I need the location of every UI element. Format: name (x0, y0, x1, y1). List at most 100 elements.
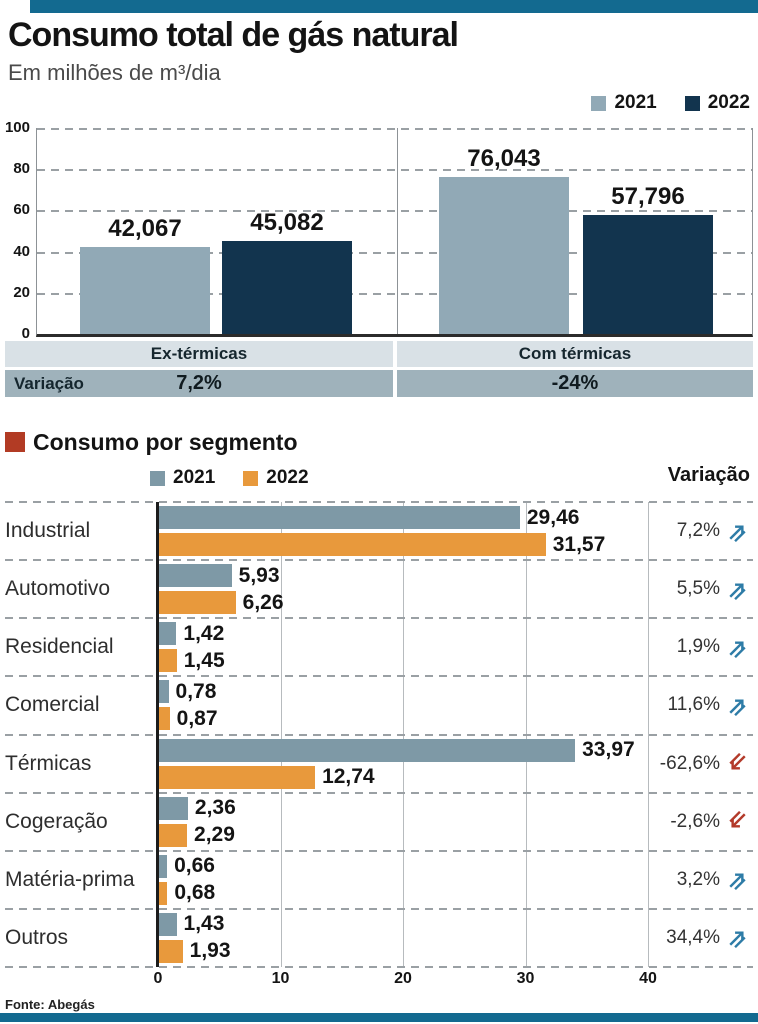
legend-label: 2022 (266, 467, 309, 488)
chart2-legend: 2021 2022 (150, 467, 309, 489)
legend-swatch-2021 (591, 95, 607, 111)
bar-value-label: 76,043 (467, 145, 541, 173)
legend-item-2022: 2022 (243, 467, 309, 489)
variation-value: -24% (551, 372, 599, 394)
axis-tick-label: 20 (13, 283, 30, 301)
chart-row: Outros 1,43 1,93 34,4% (0, 909, 758, 968)
axis-tick-label: 30 (516, 970, 535, 987)
chart1-legend: 2021 2022 (591, 92, 750, 114)
variation-value: 34,4% (666, 926, 720, 948)
variation-value: -2,6% (670, 810, 720, 832)
legend-label: 2021 (614, 92, 657, 113)
bar-value-label: 5,93 (238, 563, 280, 587)
bar-value-label: 0,87 (176, 706, 218, 730)
bar-value-label: 45,082 (250, 209, 324, 237)
category-label: Matéria-prima (5, 867, 135, 891)
bar-value-label: 0,78 (175, 679, 217, 703)
bar-value-label: 42,067 (108, 215, 182, 243)
bar-2022 (583, 214, 713, 334)
bar-2022 (159, 649, 177, 673)
category-label: Térmicas (5, 751, 92, 775)
axis-tick-label: 60 (13, 201, 30, 219)
chart-row: Cogeração 2,36 2,29 -2,6% (0, 793, 758, 852)
bar-2022 (159, 533, 546, 556)
variation-cell: 3,2% (677, 851, 748, 909)
variation-cell: 11,6% (668, 676, 748, 734)
category-label: Outros (5, 925, 69, 949)
legend-item-2021: 2021 (150, 467, 215, 489)
chart-row: Automotivo 5,93 6,26 5,5% (0, 560, 758, 620)
category-label: Comercial (5, 693, 100, 717)
chart1-yaxis: 0 20 40 60 80 100 (0, 119, 32, 342)
bar-2021 (159, 854, 168, 878)
trend-up-icon (729, 641, 746, 658)
gridline (37, 169, 752, 172)
row-separator (5, 675, 753, 678)
bar-value-label: 57,796 (611, 182, 685, 210)
trend-down-icon (729, 753, 746, 770)
section-bullet-icon (5, 432, 25, 452)
variation-value: 7,2% (676, 520, 720, 542)
page-title: Consumo total de gás natural (8, 16, 459, 54)
trend-up-icon (729, 583, 746, 600)
gridline (37, 292, 752, 295)
variation-row-label: Variação (14, 373, 84, 393)
row-separator (5, 501, 753, 503)
bar-value-label: 0,68 (174, 881, 216, 905)
axis-tick-label: 0 (21, 325, 30, 342)
row-separator (5, 791, 753, 794)
bar-2022 (159, 881, 168, 905)
category-label: Automotivo (5, 577, 111, 601)
row-separator (5, 907, 753, 910)
bar-value-label: 1,93 (189, 939, 231, 963)
bar-2022 (159, 939, 183, 963)
trend-up-icon (729, 525, 746, 542)
bar-2021 (159, 622, 177, 646)
legend-swatch-2021 (150, 470, 165, 486)
category-label: Com térmicas (518, 344, 632, 363)
bar-value-label: 29,46 (526, 505, 580, 529)
bar-2022 (159, 765, 316, 789)
bar-2021 (439, 177, 569, 334)
bar-2022 (222, 241, 352, 334)
chart2-plot: Industrial 29,46 31,57 7,2% Automotivo 5,93 6,… (0, 501, 758, 968)
bar-value-label: 6,26 (242, 590, 284, 614)
bar-2021 (159, 506, 520, 529)
trend-up-icon (729, 873, 746, 891)
trend-down-icon (729, 811, 746, 828)
bar-2021 (159, 912, 177, 936)
category-label: Industrial (5, 519, 91, 543)
axis-tick-label: 0 (153, 970, 163, 987)
variation-value: 1,9% (676, 636, 720, 658)
section-title: Consumo por segmento (33, 429, 298, 455)
bar-2022 (159, 707, 170, 731)
chart-row: Industrial 29,46 31,57 7,2% (0, 502, 758, 562)
variation-cell: -62,6% (660, 735, 748, 793)
bar-value-label: 12,74 (322, 765, 375, 788)
variation-value: 3,2% (676, 868, 720, 890)
page-subtitle: Em milhões de m³/dia (8, 60, 221, 85)
bar-2021 (159, 796, 188, 820)
bar-value-label: 33,97 (582, 738, 635, 761)
axis-tick-label: 10 (271, 970, 290, 987)
chart-row: Térmicas 33,97 12,74 -62,6% (0, 735, 758, 794)
bottom-accent-bar (0, 1013, 758, 1022)
variation-value: -62,6% (659, 752, 720, 774)
bar-2021 (159, 738, 576, 762)
trend-up-icon (729, 931, 746, 949)
bar-value-label: 1,43 (183, 912, 225, 936)
row-separator (5, 849, 753, 852)
bar-value-label: 0,66 (174, 854, 215, 878)
category-cell-com-termicas: Com térmicas (397, 341, 753, 367)
gridline (37, 251, 752, 254)
variation-value: 11,6% (667, 694, 720, 716)
variation-cell-com-termicas: -24% (397, 370, 753, 397)
bar-value-label: 1,42 (183, 621, 225, 645)
row-separator (5, 733, 753, 736)
legend-swatch-2022 (243, 470, 259, 486)
variation-column-header: Variação (667, 464, 750, 486)
bar-2022 (159, 823, 188, 847)
bar-value-label: 31,57 (552, 532, 606, 556)
row-separator (5, 559, 753, 562)
